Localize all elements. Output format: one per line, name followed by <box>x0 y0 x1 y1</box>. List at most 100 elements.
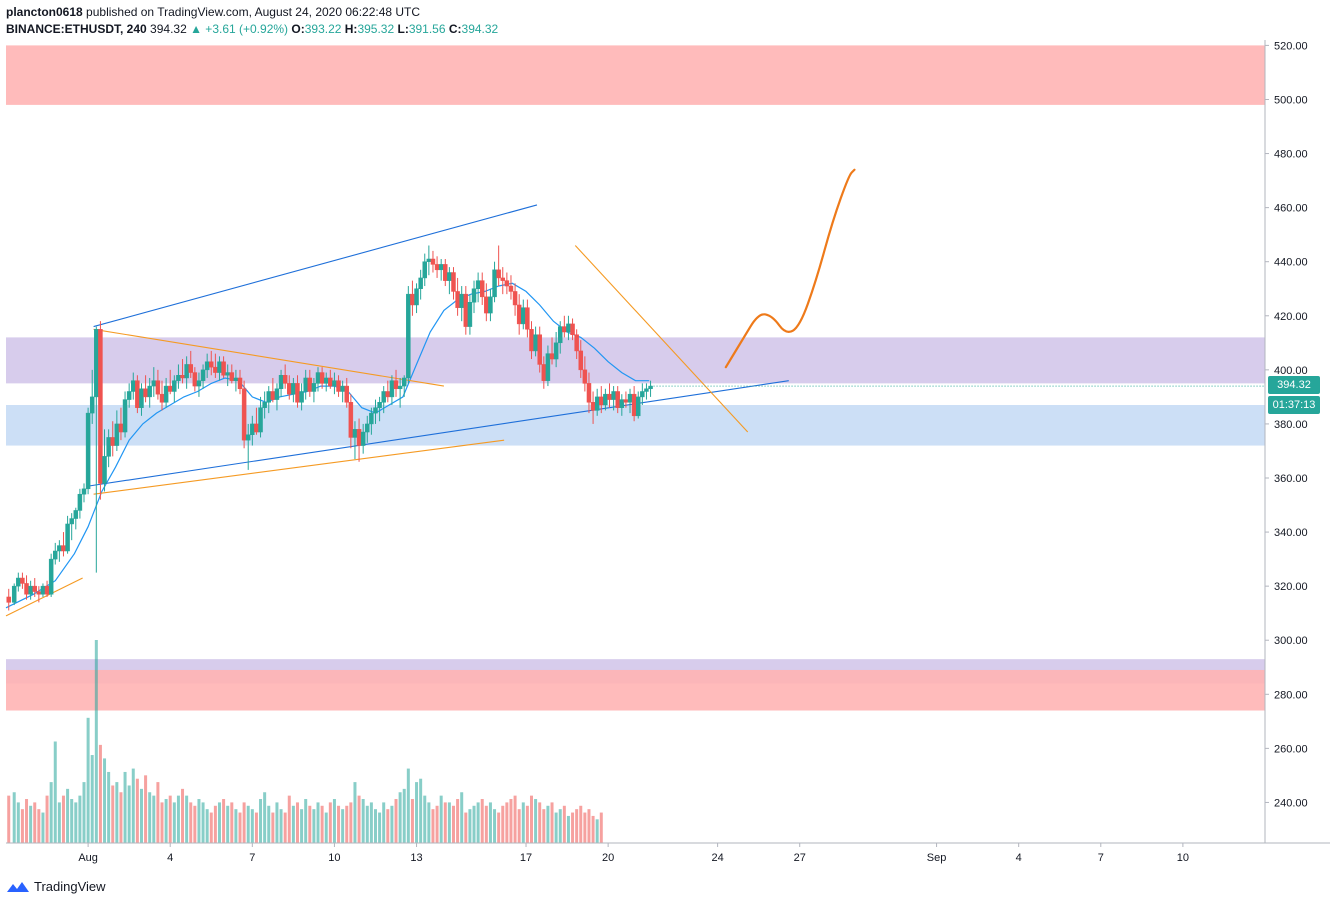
volume-bar <box>259 799 263 843</box>
candle-body <box>122 399 128 433</box>
candle-body <box>102 456 107 484</box>
candle <box>262 391 267 419</box>
volume-bar <box>279 809 283 843</box>
candle-body <box>323 377 329 384</box>
candle-body <box>623 399 629 403</box>
volume-bar <box>49 782 53 843</box>
volume-bar <box>123 771 127 843</box>
x-tick-label: 20 <box>602 852 614 864</box>
volume-bar <box>168 795 172 843</box>
candle-body <box>356 429 362 446</box>
volume-bar <box>390 805 394 843</box>
volume-bar <box>525 805 529 843</box>
volume-bar <box>357 795 361 843</box>
candle-body <box>627 393 633 403</box>
candle-body <box>562 326 567 333</box>
close-label: C: <box>448 22 462 36</box>
volume-bar <box>29 805 33 843</box>
candle-body <box>557 326 563 344</box>
volume-bar <box>185 795 189 843</box>
volume-bar <box>291 805 295 843</box>
high-value: 395.32 <box>357 22 395 36</box>
x-tick-label: 13 <box>410 852 422 864</box>
y-tick-label: 360.00 <box>1274 473 1308 485</box>
candle-body <box>377 402 382 408</box>
candle <box>48 553 54 597</box>
volume-bar <box>328 802 332 843</box>
candle <box>640 383 645 405</box>
volume-bar <box>98 744 102 843</box>
candle <box>122 391 128 438</box>
candle <box>570 318 575 341</box>
y-tick-label: 340.00 <box>1274 527 1308 539</box>
publisher-name[interactable]: plancton0618 <box>6 5 83 19</box>
candle-body <box>53 550 58 560</box>
candle <box>73 507 79 530</box>
candle-body <box>159 393 165 403</box>
volume-bar <box>480 799 484 843</box>
candle-body <box>447 272 452 281</box>
candle <box>85 407 91 495</box>
trendline <box>5 577 83 617</box>
candle <box>504 272 510 295</box>
volume-bar <box>439 795 443 843</box>
volume-bar <box>353 782 357 843</box>
volume-bar <box>304 799 308 843</box>
volume-bar <box>509 799 513 843</box>
y-tick-label: 400.00 <box>1274 365 1308 377</box>
candle-body <box>258 407 263 433</box>
volume-bar <box>230 802 234 843</box>
candle <box>6 588 11 611</box>
candle <box>258 396 263 438</box>
chart-header: plancton0618 published on TradingView.co… <box>6 4 498 38</box>
volume-bar <box>451 805 455 843</box>
volume-bar <box>349 802 353 843</box>
candle <box>135 375 140 414</box>
volume-bar <box>373 809 377 843</box>
candle <box>282 364 288 389</box>
volume-bar <box>546 805 550 843</box>
candle <box>467 294 473 335</box>
candle <box>200 364 206 389</box>
x-tick-label: 27 <box>794 852 806 864</box>
candle-body <box>631 393 637 417</box>
volume-bar <box>542 809 546 843</box>
y-tick-label: 520.00 <box>1274 40 1308 52</box>
volume-bar <box>172 802 176 843</box>
candle-body <box>352 429 358 438</box>
volume-bar <box>246 805 250 843</box>
x-tick-label: 24 <box>711 852 723 864</box>
volume-bar <box>378 812 382 843</box>
volume-bar <box>115 782 119 843</box>
y-tick-label: 300.00 <box>1274 635 1308 647</box>
footer-brand[interactable]: TradingView <box>6 879 106 894</box>
volume-bar <box>599 812 603 843</box>
candle-body <box>586 383 592 403</box>
symbol-label[interactable]: BINANCE:ETHUSDT, 240 <box>6 22 147 36</box>
candle-body <box>418 277 423 289</box>
candle-body <box>254 423 259 433</box>
candle <box>245 423 251 470</box>
candle <box>241 380 247 449</box>
volume-bar <box>558 809 562 843</box>
volume-bar <box>575 809 579 843</box>
volume-bar <box>103 758 107 843</box>
candle-body <box>401 377 407 387</box>
candle-body <box>262 402 267 408</box>
candle-body <box>381 391 386 403</box>
candle-body <box>274 388 280 400</box>
volume-bar <box>7 795 11 843</box>
volume-bar <box>505 802 509 843</box>
candle-body <box>28 585 33 595</box>
candle <box>496 245 501 287</box>
volume-bar <box>435 805 439 843</box>
candle-body <box>291 383 296 395</box>
candle-body <box>16 577 21 587</box>
volume-bar <box>398 792 402 843</box>
candle-body <box>315 372 321 384</box>
volume-bar <box>238 812 242 843</box>
volume-bar <box>61 795 65 843</box>
candle-body <box>422 261 428 279</box>
candle <box>77 488 83 519</box>
